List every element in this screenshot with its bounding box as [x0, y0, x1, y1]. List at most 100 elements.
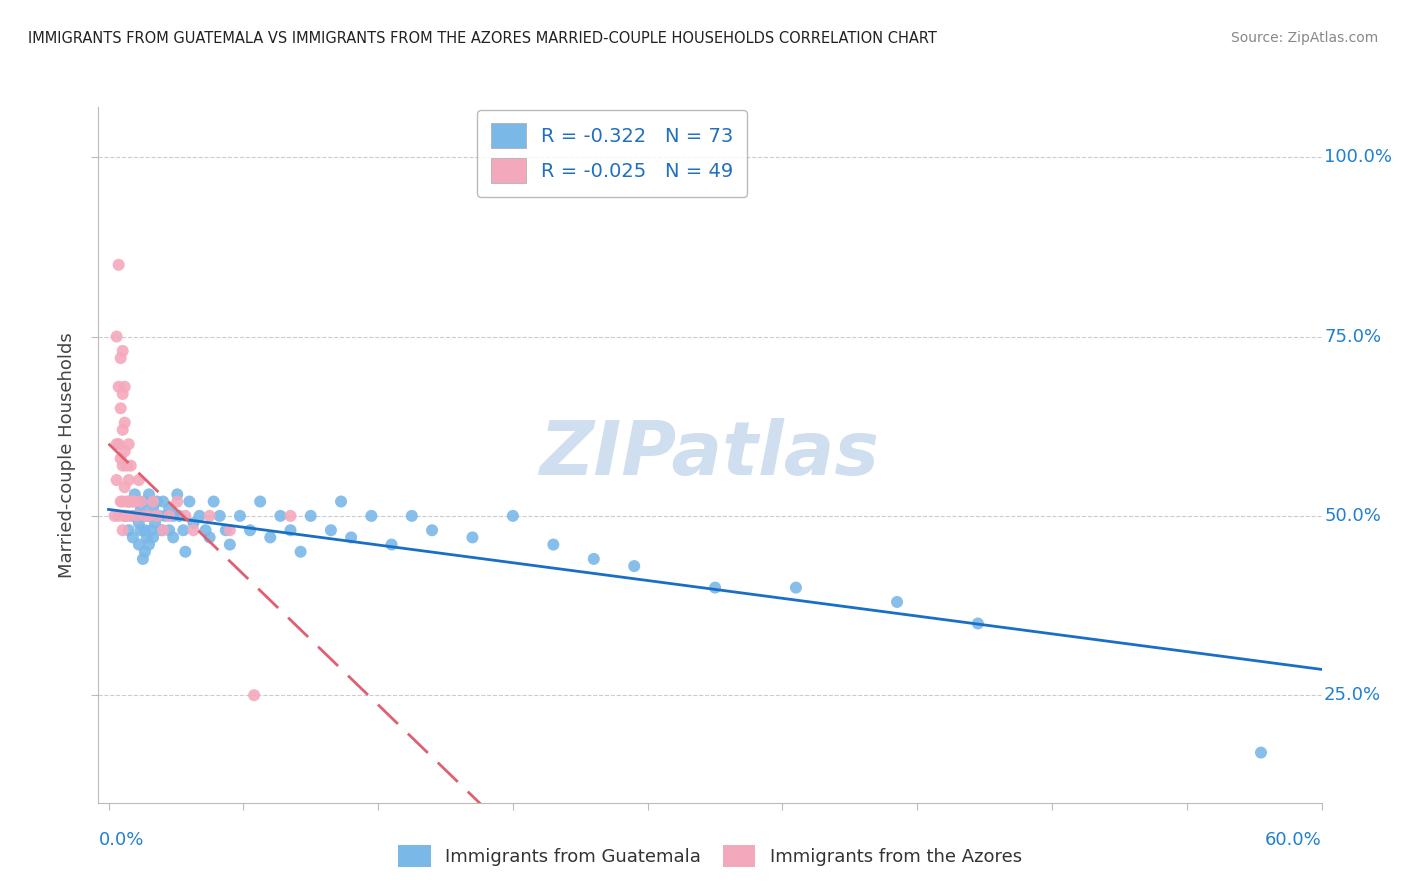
Point [118, 494, 141, 508]
Text: 0.0%: 0.0% [98, 830, 143, 848]
Point [704, 581, 727, 595]
Point [290, 545, 312, 559]
Text: Source: ZipAtlas.com: Source: ZipAtlas.com [1230, 31, 1378, 45]
Point [401, 508, 423, 523]
Point [166, 494, 188, 508]
Point [138, 508, 160, 523]
Point [114, 508, 136, 523]
Point [157, 508, 180, 523]
Point [111, 523, 134, 537]
Point [107, 437, 129, 451]
Point [110, 401, 132, 416]
Point [105, 473, 128, 487]
Point [188, 508, 211, 523]
Point [146, 508, 169, 523]
Point [967, 616, 990, 631]
Legend: Immigrants from Guatemala, Immigrants from the Azores: Immigrants from Guatemala, Immigrants fr… [391, 838, 1029, 874]
Point [114, 508, 136, 523]
Point [142, 494, 165, 508]
Point [134, 545, 156, 559]
Point [543, 538, 565, 552]
Point [118, 523, 141, 537]
Point [107, 258, 129, 272]
Point [259, 530, 281, 544]
Point [153, 508, 176, 523]
Point [132, 552, 155, 566]
Point [202, 494, 225, 508]
Point [114, 444, 136, 458]
Point [114, 508, 136, 523]
Point [111, 458, 134, 473]
Point [110, 451, 132, 466]
Point [128, 516, 150, 530]
Point [174, 545, 197, 559]
Point [249, 494, 271, 508]
Point [152, 494, 174, 508]
Point [162, 508, 184, 523]
Point [120, 494, 142, 508]
Point [157, 501, 180, 516]
Point [198, 530, 221, 544]
Point [148, 508, 170, 523]
Point [150, 523, 173, 537]
Point [461, 530, 484, 544]
Point [136, 508, 159, 523]
Point [582, 552, 605, 566]
Point [129, 523, 152, 537]
Point [118, 437, 141, 451]
Point [194, 523, 217, 537]
Point [239, 523, 262, 537]
Point [420, 523, 443, 537]
Point [129, 494, 152, 508]
Point [105, 329, 128, 343]
Point [166, 487, 188, 501]
Point [136, 530, 159, 544]
Point [114, 416, 136, 430]
Point [107, 508, 129, 523]
Point [319, 523, 342, 537]
Point [134, 508, 156, 523]
Point [114, 480, 136, 494]
Point [125, 508, 148, 523]
Text: 25.0%: 25.0% [1324, 686, 1381, 704]
Point [124, 494, 146, 508]
Point [105, 437, 128, 451]
Point [124, 487, 146, 501]
Point [218, 538, 240, 552]
Point [128, 494, 150, 508]
Point [110, 351, 132, 365]
Point [107, 380, 129, 394]
Point [134, 494, 156, 508]
Point [169, 508, 191, 523]
Point [229, 508, 252, 523]
Point [183, 516, 205, 530]
Point [115, 494, 138, 508]
Point [198, 508, 221, 523]
Point [360, 508, 382, 523]
Text: ZIPatlas: ZIPatlas [540, 418, 880, 491]
Point [172, 523, 194, 537]
Point [162, 530, 184, 544]
Point [215, 523, 238, 537]
Point [174, 508, 197, 523]
Point [143, 516, 166, 530]
Point [138, 538, 160, 552]
Point [183, 523, 205, 537]
Point [139, 523, 162, 537]
Point [269, 508, 291, 523]
Text: 50.0%: 50.0% [1324, 507, 1381, 524]
Point [111, 343, 134, 358]
Point [128, 538, 150, 552]
Point [111, 387, 134, 401]
Text: IMMIGRANTS FROM GUATEMALA VS IMMIGRANTS FROM THE AZORES MARRIED-COUPLE HOUSEHOLD: IMMIGRANTS FROM GUATEMALA VS IMMIGRANTS … [28, 31, 936, 46]
Point [129, 501, 152, 516]
Point [179, 494, 201, 508]
Point [280, 508, 302, 523]
Point [1250, 746, 1272, 760]
Point [157, 523, 180, 537]
Point [120, 458, 142, 473]
Y-axis label: Married-couple Households: Married-couple Households [58, 332, 76, 578]
Point [138, 508, 160, 523]
Point [280, 523, 302, 537]
Point [785, 581, 807, 595]
